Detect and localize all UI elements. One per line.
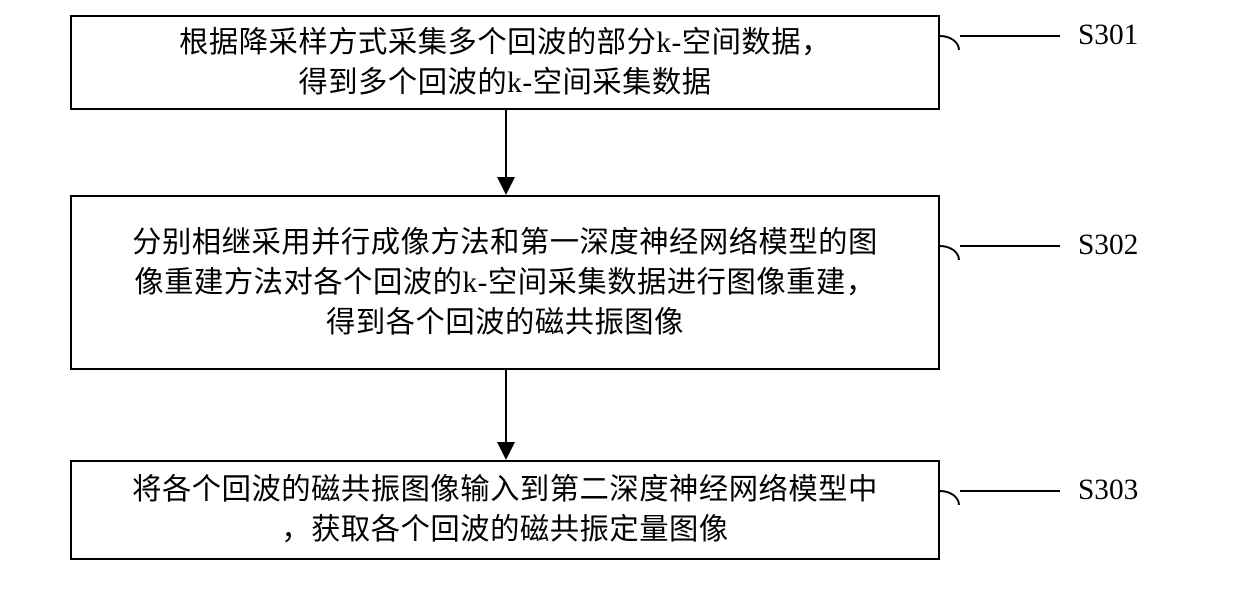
- leader-s303-curve: [940, 490, 960, 505]
- arrow-s302-s303-line: [505, 370, 507, 442]
- leader-s303: [960, 490, 1060, 492]
- flow-step-s303-line-2: ，获取各个回波的磁共振定量图像: [92, 510, 918, 550]
- flow-step-s301: 根据降采样方式采集多个回波的部分k-空间数据， 得到多个回波的k-空间采集数据: [70, 15, 940, 110]
- flow-step-s302-line-2: 像重建方法对各个回波的k-空间采集数据进行图像重建，: [92, 263, 918, 303]
- flow-step-s301-line-1: 根据降采样方式采集多个回波的部分k-空间数据，: [92, 23, 918, 63]
- flow-step-s302-line-3: 得到各个回波的磁共振图像: [92, 303, 918, 343]
- leader-s302-curve: [940, 245, 960, 260]
- flow-step-s303: 将各个回波的磁共振图像输入到第二深度神经网络模型中 ，获取各个回波的磁共振定量图…: [70, 460, 940, 560]
- flow-step-s302: 分别相继采用并行成像方法和第一深度神经网络模型的图 像重建方法对各个回波的k-空…: [70, 195, 940, 370]
- leader-s301: [960, 35, 1060, 37]
- leader-s301-curve: [940, 35, 960, 50]
- arrow-s301-s302-line: [505, 110, 507, 177]
- flow-step-s303-line-1: 将各个回波的磁共振图像输入到第二深度神经网络模型中: [92, 470, 918, 510]
- arrow-s301-s302-head-icon: [497, 177, 515, 195]
- leader-s302: [960, 245, 1060, 247]
- arrow-s302-s303-head-icon: [497, 442, 515, 460]
- flowchart-canvas: 根据降采样方式采集多个回波的部分k-空间数据， 得到多个回波的k-空间采集数据 …: [0, 0, 1240, 612]
- step-label-s302: S302: [1078, 229, 1138, 262]
- step-label-s303: S303: [1078, 474, 1138, 507]
- step-label-s301: S301: [1078, 19, 1138, 52]
- flow-step-s302-line-1: 分别相继采用并行成像方法和第一深度神经网络模型的图: [92, 223, 918, 263]
- flow-step-s301-line-2: 得到多个回波的k-空间采集数据: [92, 63, 918, 103]
